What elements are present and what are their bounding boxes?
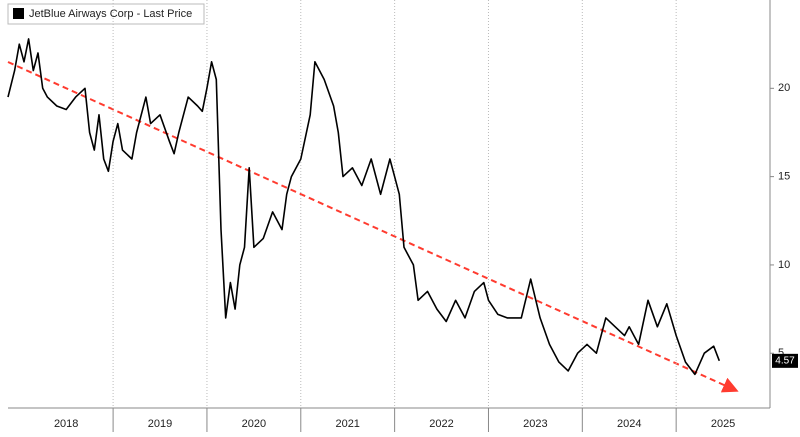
legend: JetBlue Airways Corp - Last Price: [7, 3, 205, 25]
legend-box: [7, 3, 205, 25]
price-line: [7, 38, 721, 376]
x-tick-label: 2019: [148, 418, 172, 430]
last-price-label: 4.57: [775, 355, 795, 366]
y-tick-label: 10: [778, 259, 790, 271]
legend-swatch: [13, 8, 24, 19]
legend-label: JetBlue Airways Corp - Last Price: [29, 8, 192, 20]
x-tick-label: 2022: [429, 418, 453, 430]
x-tick-label: 2025: [711, 418, 735, 430]
x-tick-label: 2024: [617, 418, 641, 430]
y-tick-label: 20: [778, 82, 790, 94]
x-tick-label: 2018: [54, 418, 78, 430]
y-tick-label: 15: [778, 171, 790, 183]
trend-arrow: [7, 61, 739, 393]
y-tick-label: 5: [778, 347, 784, 359]
x-tick-label: 2020: [242, 418, 266, 430]
last-price-box: [772, 353, 798, 368]
x-tick-label: 2021: [335, 418, 359, 430]
x-tick-label: 2023: [523, 418, 547, 430]
